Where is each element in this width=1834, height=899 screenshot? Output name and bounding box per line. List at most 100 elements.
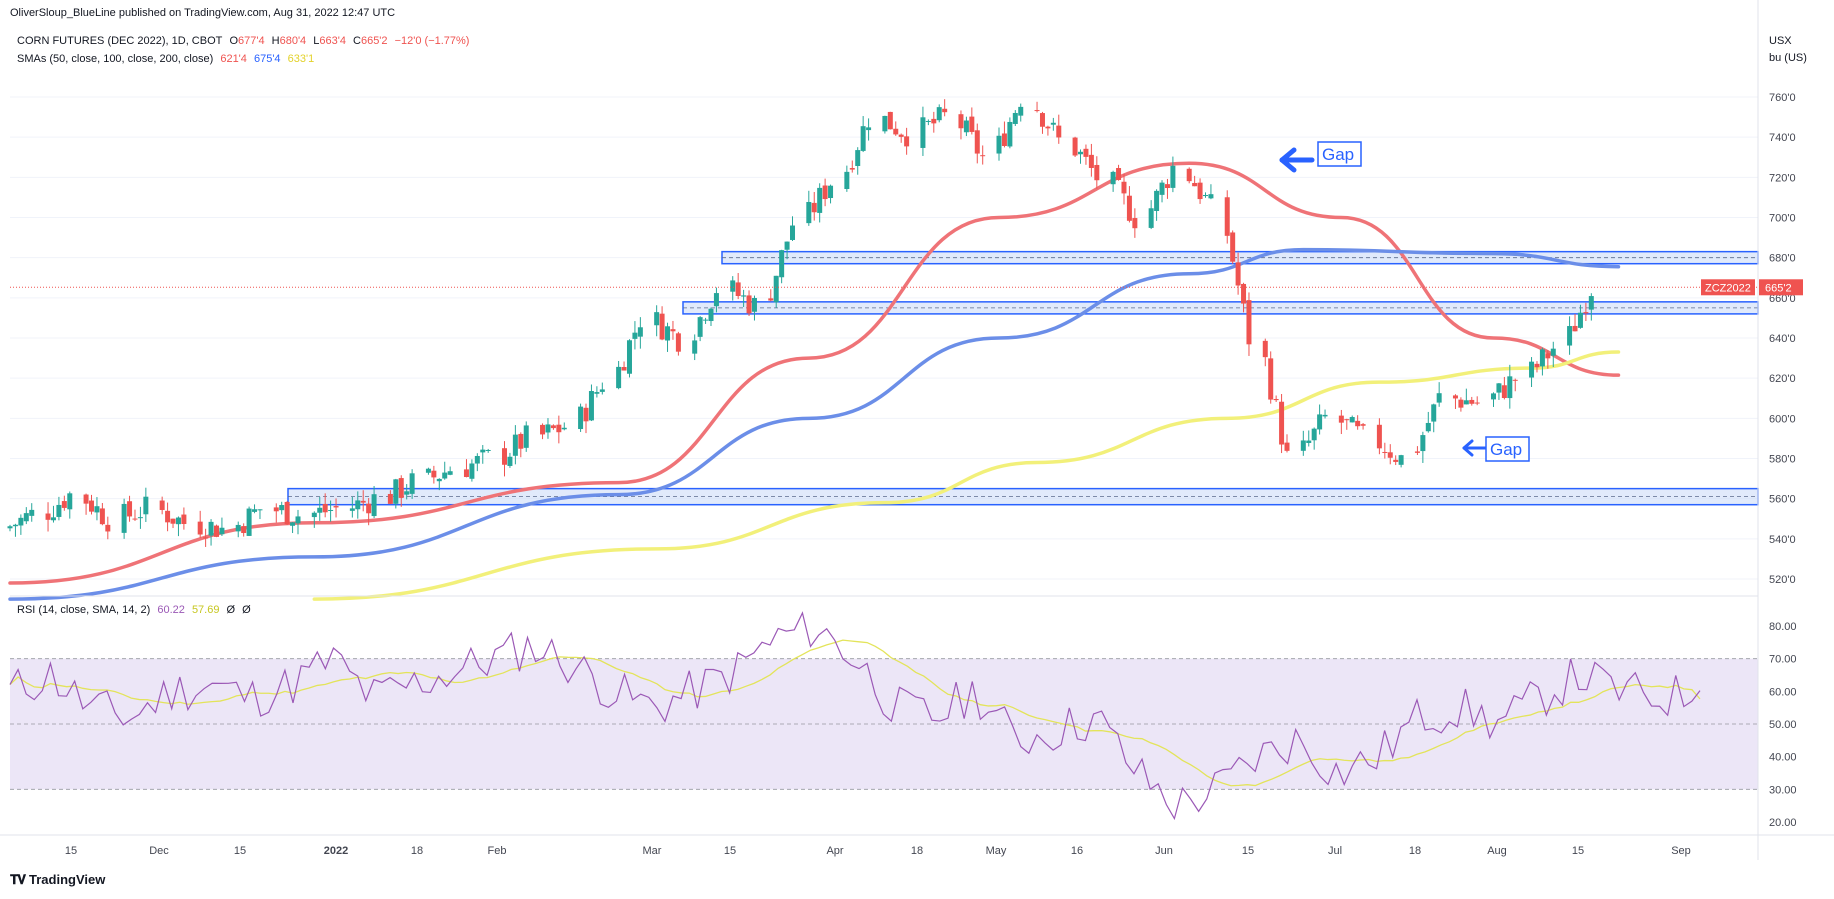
candle-body	[1463, 400, 1469, 405]
rsi-tick: 70.00	[1769, 654, 1797, 666]
candle-body	[67, 493, 73, 510]
candle-body	[1208, 194, 1214, 199]
gap-arrowhead-icon	[1462, 439, 1474, 457]
candle-body	[665, 326, 671, 341]
candle-body	[447, 471, 453, 475]
candle-body	[431, 470, 437, 478]
candle-body	[290, 522, 296, 526]
candle-body	[963, 120, 969, 133]
candle-body	[735, 282, 741, 297]
rsi-sma-line	[9, 639, 1701, 787]
time-tick: 15	[1242, 845, 1254, 857]
candle-body	[1539, 349, 1545, 367]
candle-body	[855, 150, 861, 166]
price-tick: 580'0	[1769, 454, 1796, 466]
candle-body	[366, 503, 372, 514]
candle-body	[121, 503, 127, 533]
time-tick: Jul	[1328, 845, 1342, 857]
candle-body	[1159, 182, 1165, 195]
candle-body	[904, 136, 910, 147]
price-tick: 520'0	[1769, 574, 1796, 586]
candle-body	[599, 389, 605, 392]
candle-body	[1545, 353, 1551, 359]
candle-body	[279, 505, 285, 511]
candle-body	[1414, 451, 1420, 453]
candle-body	[393, 479, 399, 504]
last-price-bg	[1759, 279, 1803, 296]
candle-body	[469, 463, 475, 479]
candle-body	[56, 504, 62, 517]
candle-body	[1496, 383, 1502, 393]
candle-body	[773, 275, 779, 303]
candle-body	[969, 116, 975, 132]
candle-body	[730, 280, 736, 292]
candle-body	[132, 518, 138, 520]
candle-body	[246, 508, 252, 536]
publish-header: OliverSloup_BlueLine published on Tradin…	[10, 7, 396, 19]
price-tick: 640'0	[1769, 333, 1796, 345]
candle-body	[1202, 194, 1208, 197]
candle-body	[790, 225, 796, 240]
candle-body	[1474, 402, 1480, 404]
candle-body	[1088, 154, 1094, 168]
candle-body	[7, 526, 13, 529]
symbol-name: CORN FUTURES (DEC 2022), 1D, CBOT	[17, 35, 223, 47]
candle-body	[817, 187, 823, 213]
last-price-value: 665'2	[1765, 282, 1792, 294]
candle-body	[502, 448, 508, 465]
sma-lines	[8, 161, 1621, 601]
candle-body	[1121, 181, 1127, 194]
candle-body	[1387, 452, 1393, 458]
rsi-pane	[9, 611, 1758, 821]
candle-body	[512, 434, 518, 456]
low-label: L	[313, 35, 320, 47]
candle-body	[713, 293, 719, 307]
candle-body	[550, 425, 556, 429]
candle-body	[594, 392, 600, 394]
candle-body	[692, 340, 698, 354]
sma200-value: 633'1	[287, 53, 315, 65]
candle-body	[1246, 300, 1252, 345]
candle-body	[768, 298, 774, 301]
candle-body	[105, 524, 111, 532]
candle-body	[980, 155, 986, 157]
candle-body	[235, 524, 241, 532]
candle-body	[784, 241, 790, 250]
candle-body	[328, 509, 334, 511]
candle-body	[1094, 164, 1100, 181]
candle-body	[480, 449, 486, 453]
candle-body	[1045, 126, 1051, 129]
candle-body	[822, 185, 828, 200]
candle-body	[1382, 451, 1388, 453]
sma-line-200	[312, 350, 1621, 601]
candle-body	[1116, 168, 1122, 180]
candle-body	[355, 500, 361, 510]
candle-body	[311, 512, 317, 518]
candle-body	[974, 130, 980, 154]
candle-body	[1507, 376, 1513, 399]
time-tick: 2022	[324, 845, 348, 857]
price-tick: 660'0	[1769, 293, 1796, 305]
candle-body	[751, 297, 757, 312]
time-tick: 16	[1071, 845, 1083, 857]
candle-body	[898, 134, 904, 137]
candle-body	[1588, 296, 1594, 310]
time-tick: 15	[724, 845, 736, 857]
candle-body	[1425, 422, 1431, 432]
candle-body	[1583, 312, 1589, 314]
candle-body	[1322, 414, 1328, 417]
close-value: 665'2	[360, 35, 388, 47]
candle-body	[1018, 106, 1024, 116]
candle-body	[779, 250, 785, 278]
candle-body	[1577, 312, 1583, 328]
candle-body	[844, 171, 850, 189]
candle-body	[1349, 417, 1355, 423]
price-tick: 700'0	[1769, 213, 1796, 225]
candle-body	[317, 507, 323, 513]
candle-body	[659, 313, 665, 340]
candle-body	[284, 501, 290, 525]
rsi-tick: 60.00	[1769, 686, 1797, 698]
candle-body	[371, 494, 377, 517]
rsi-axis-ticks: 80.00 70.00 60.00 50.00 40.00 30.00 20.00	[1769, 621, 1797, 829]
